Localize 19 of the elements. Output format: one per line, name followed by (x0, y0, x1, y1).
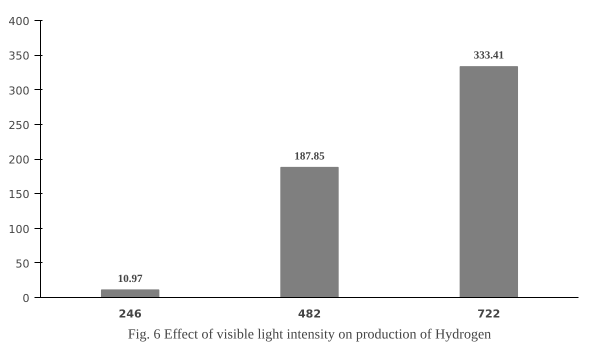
y-tick-label: 250 (8, 118, 30, 132)
y-tick-label: 200 (8, 154, 30, 166)
y-tick-label: 0 (22, 292, 30, 305)
bar (100, 289, 160, 298)
y-tick-label: 400 (8, 15, 30, 28)
x-tick-label: 722 (477, 308, 500, 320)
y-tick-label: 50 (16, 257, 30, 270)
bar (280, 166, 339, 298)
bar (460, 66, 518, 298)
x-tick-label: 246 (118, 308, 142, 320)
y-tick-label: 150 (8, 188, 30, 202)
y-tick-label: 100 (8, 222, 30, 236)
data-label: 333.41 (474, 50, 504, 62)
caption: Fig. 6 Effect of visible light intensity on production of Hydrogen (128, 328, 492, 342)
x-tick-label: 482 (298, 308, 321, 320)
data-label: 187.85 (294, 150, 326, 162)
y-tick-label: 350 (8, 50, 30, 63)
data-label: 10.97 (118, 272, 144, 285)
y-tick-label: 300 (8, 84, 30, 98)
